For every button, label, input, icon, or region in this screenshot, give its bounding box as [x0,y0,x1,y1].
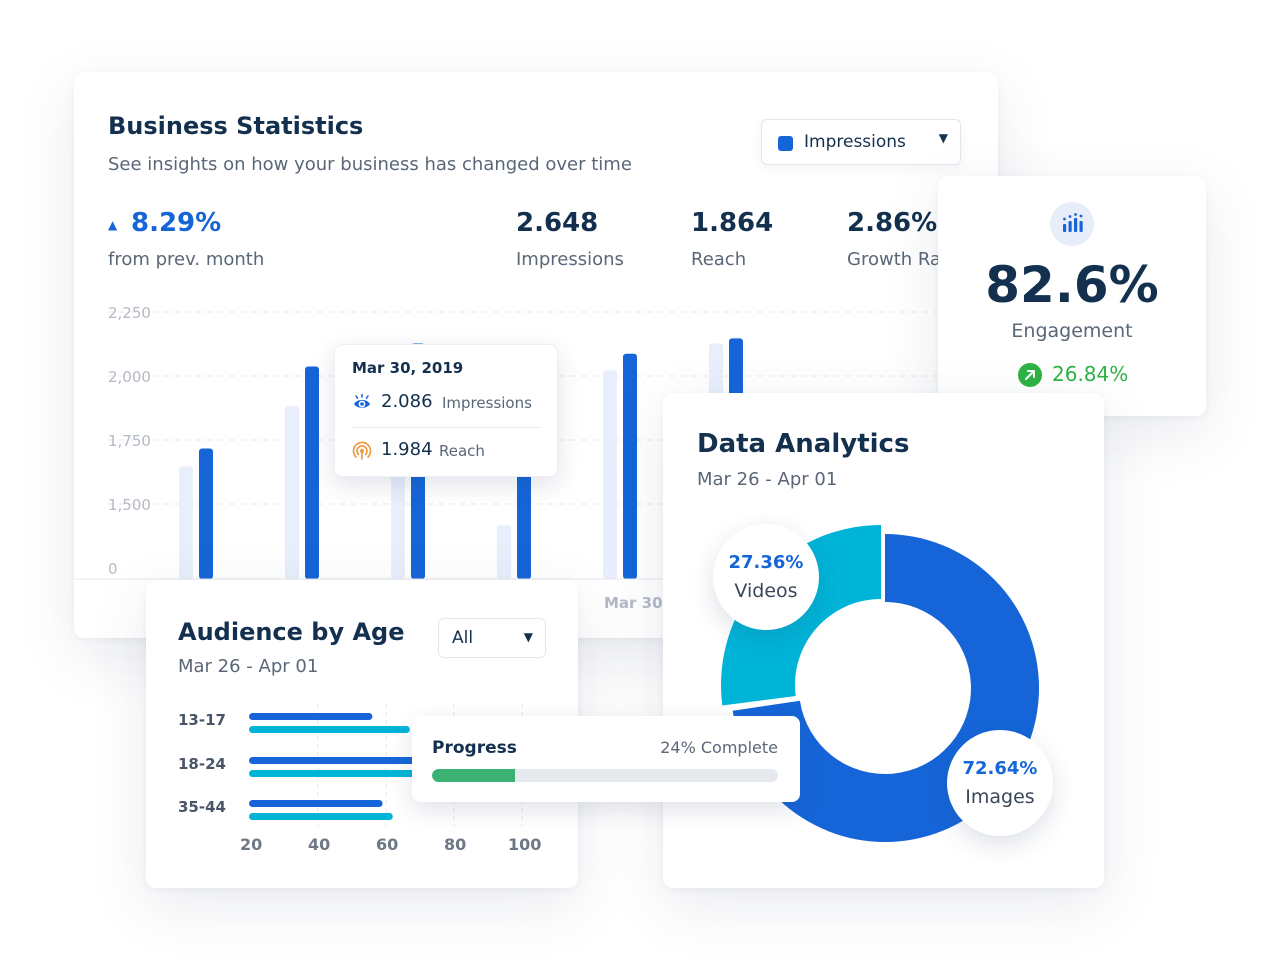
videos-percent: 27.36% [728,552,804,573]
x-tick-label: 40 [308,835,330,854]
metric-dropdown[interactable]: Impressions ▼ [761,119,961,165]
bar-previous [285,406,299,579]
images-percent: 72.64% [962,758,1038,779]
audience-date-range: Mar 26 - Apr 01 [178,656,319,677]
triangle-up-icon: ▲ [108,218,118,232]
impressions-label: Impressions [516,249,624,270]
progress-status: 24% Complete [660,738,778,757]
x-tick-label: 20 [240,835,262,854]
audience-title: Audience by Age [178,618,405,646]
y-tick-label: 2,250 [108,304,151,322]
data-analytics-date-range: Mar 26 - Apr 01 [697,469,838,490]
caret-down-icon: ▼ [938,131,948,145]
bar-previous [497,525,511,579]
videos-percent-badge: 27.36% Videos [713,524,819,630]
data-analytics-title: Data Analytics [697,429,910,459]
tooltip-reach-label: Reach [439,442,485,460]
reach-label: Reach [691,249,747,270]
growth-rate-value: 2.86% [847,208,938,238]
x-tick-label: 60 [376,835,398,854]
y-tick-label: 0 [108,560,118,578]
tooltip-impressions-label: Impressions [442,394,532,412]
engagement-card: 82.6% Engagement 26.84% [938,176,1206,416]
age-bar-primary [249,800,383,807]
bar-previous [179,466,193,579]
bar-previous [603,370,617,579]
progress-card: Progress 24% Complete [412,716,800,802]
metric-color-swatch [778,136,793,151]
tooltip-reach-value: 1.984 [381,439,433,460]
tooltip-divider [352,427,540,428]
age-group-label: 18-24 [178,755,226,773]
data-analytics-card: Data Analytics Mar 26 - Apr 01 27.36% Vi… [663,393,1104,888]
bar-current [305,366,319,579]
chart-tooltip: Mar 30, 2019 2.086 Impressions 1.984 Rea… [334,344,558,477]
reach-value: 1.864 [691,208,774,238]
engagement-value: 82.6% [985,256,1159,314]
x-tick-label: 80 [444,835,466,854]
engagement-label: Engagement [1011,320,1133,342]
bar-current [199,448,213,579]
business-statistics-title: Business Statistics [108,112,364,140]
arrow-up-right-icon [1018,363,1042,387]
y-tick-label: 2,000 [108,368,151,386]
age-group-label: 35-44 [178,798,226,816]
bar-current [623,353,637,579]
x-tick-label: Mar 30 [604,594,663,612]
audience-filter-label: All [452,628,474,648]
growth-value: 8.29% [131,208,222,238]
eye-icon [354,393,370,408]
videos-label: Videos [734,580,798,602]
images-percent-badge: 72.64% Images [947,730,1053,836]
caret-down-icon: ▼ [523,630,533,644]
engagement-change: 26.84% [1052,362,1129,386]
y-tick-label: 1,750 [108,432,151,450]
y-tick-label: 1,500 [108,496,151,514]
metric-dropdown-label: Impressions [804,132,906,152]
growth-rate-label: Growth Ra [847,249,942,270]
business-statistics-subtitle: See insights on how your business has ch… [108,154,632,175]
age-bar-primary [249,713,373,720]
growth-label: from prev. month [108,249,265,270]
x-tick-label: 100 [508,835,541,854]
tooltip-impressions-value: 2.086 [381,391,433,412]
bar-chart-icon [1050,202,1094,246]
progress-title: Progress [432,738,517,758]
age-group-label: 13-17 [178,711,226,729]
bar-current [517,463,531,579]
progress-track [432,769,778,782]
progress-fill [432,769,516,782]
broadcast-icon [352,441,372,460]
tooltip-date: Mar 30, 2019 [352,359,464,377]
impressions-value: 2.648 [516,208,599,238]
business-statistics-card: Business Statistics See insights on how … [74,72,998,638]
audience-filter-dropdown[interactable]: All ▼ [438,618,546,658]
age-bar-secondary [249,726,410,733]
age-bar-secondary [249,813,393,820]
images-label: Images [965,786,1035,808]
